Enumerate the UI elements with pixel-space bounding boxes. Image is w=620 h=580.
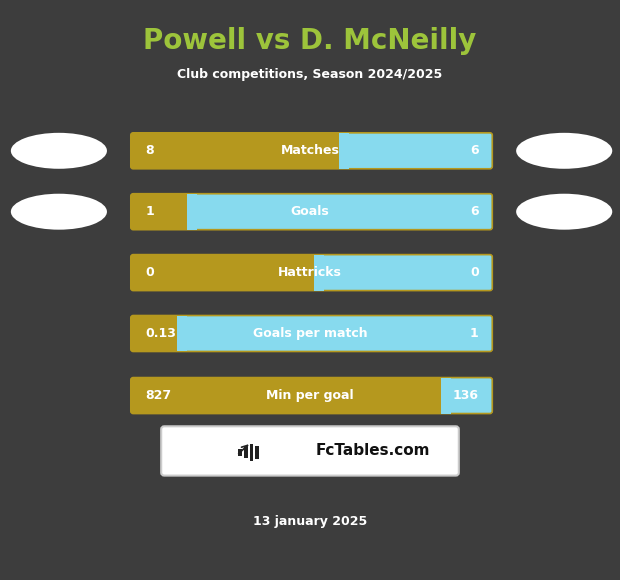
Text: 6: 6 xyxy=(470,144,479,157)
FancyBboxPatch shape xyxy=(131,255,319,291)
Bar xyxy=(239,449,242,456)
Bar xyxy=(187,194,197,230)
Text: 136: 136 xyxy=(453,389,479,402)
Text: Goals per match: Goals per match xyxy=(253,327,367,340)
Ellipse shape xyxy=(516,133,613,169)
Text: 6: 6 xyxy=(470,205,479,218)
Text: 827: 827 xyxy=(146,389,172,402)
Text: 1: 1 xyxy=(470,327,479,340)
Text: FcTables.com: FcTables.com xyxy=(316,444,430,458)
FancyBboxPatch shape xyxy=(131,133,344,169)
Bar xyxy=(177,316,187,351)
Text: Powell vs D. McNeilly: Powell vs D. McNeilly xyxy=(143,27,477,55)
FancyBboxPatch shape xyxy=(131,255,492,291)
Text: Matches: Matches xyxy=(281,144,339,157)
Bar xyxy=(244,447,248,458)
Bar xyxy=(250,444,254,462)
Ellipse shape xyxy=(516,194,613,230)
Text: 8: 8 xyxy=(146,144,154,157)
Ellipse shape xyxy=(11,133,107,169)
Ellipse shape xyxy=(11,194,107,230)
Text: Hattricks: Hattricks xyxy=(278,266,342,279)
FancyBboxPatch shape xyxy=(131,194,192,230)
Text: 0: 0 xyxy=(146,266,154,279)
FancyBboxPatch shape xyxy=(131,378,446,414)
Text: Club competitions, Season 2024/2025: Club competitions, Season 2024/2025 xyxy=(177,68,443,81)
Bar xyxy=(339,133,349,169)
FancyBboxPatch shape xyxy=(131,316,182,351)
Bar xyxy=(255,447,259,459)
FancyBboxPatch shape xyxy=(161,426,459,476)
Text: Min per goal: Min per goal xyxy=(266,389,354,402)
Bar xyxy=(314,255,324,291)
Text: 0: 0 xyxy=(470,266,479,279)
FancyBboxPatch shape xyxy=(131,133,492,169)
Text: Goals: Goals xyxy=(291,205,329,218)
Bar xyxy=(441,378,451,414)
Text: 1: 1 xyxy=(146,205,154,218)
FancyBboxPatch shape xyxy=(131,194,492,230)
FancyBboxPatch shape xyxy=(131,316,492,351)
Text: 0.13: 0.13 xyxy=(146,327,177,340)
FancyBboxPatch shape xyxy=(131,378,492,414)
Text: 13 january 2025: 13 january 2025 xyxy=(253,516,367,528)
